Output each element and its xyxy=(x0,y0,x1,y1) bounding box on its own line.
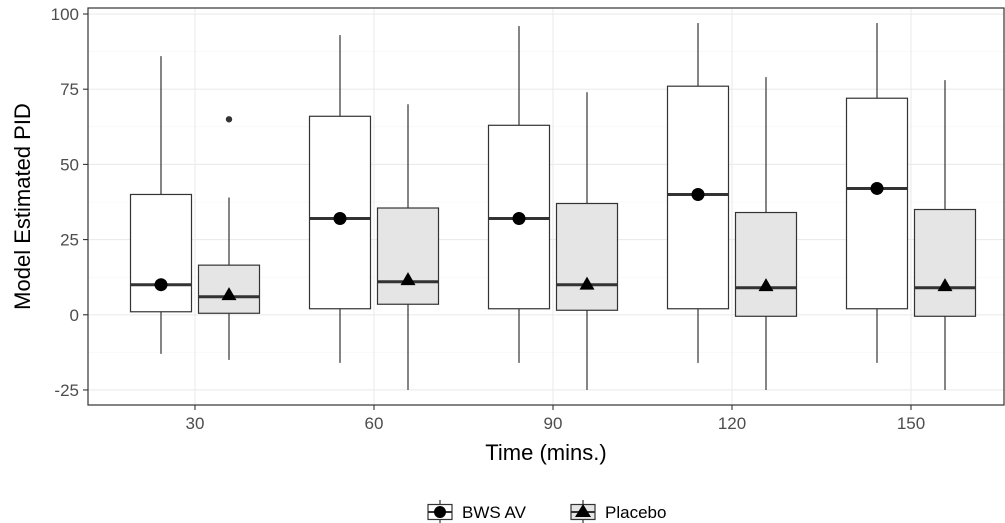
mean-marker-circle xyxy=(512,212,526,226)
grid-lines xyxy=(88,8,1004,405)
mean-marker-circle xyxy=(333,212,347,226)
mean-marker-triangle xyxy=(579,276,595,290)
box-layer xyxy=(129,23,977,390)
box-placebo-150 xyxy=(913,80,977,390)
box-placebo-60 xyxy=(376,104,440,390)
x-tick-label: 150 xyxy=(897,414,925,433)
iqr-box xyxy=(197,264,261,314)
box-bws-av-60 xyxy=(308,35,372,363)
y-tick-label: 75 xyxy=(60,80,79,99)
legend-item-placebo: Placebo xyxy=(570,500,666,523)
legend-item-bws-av: BWS AV xyxy=(427,500,527,523)
legend-key-triangle xyxy=(575,504,591,517)
iqr-box xyxy=(555,202,619,311)
mean-marker-triangle xyxy=(400,272,416,286)
y-axis-title: Model Estimated PID xyxy=(10,103,35,310)
box-placebo-90 xyxy=(555,92,619,390)
legend-label: Placebo xyxy=(605,503,666,522)
x-tick-label: 30 xyxy=(186,414,205,433)
iqr-box xyxy=(129,193,193,313)
legend-label: BWS AV xyxy=(462,503,527,522)
y-tick-label: 50 xyxy=(60,155,79,174)
y-tick-label: 25 xyxy=(60,231,79,250)
mean-marker-circle xyxy=(870,181,884,195)
box-bws-av-150 xyxy=(845,23,909,363)
mean-marker-triangle xyxy=(758,278,774,292)
axis-ticks: -25 0 25 50 75 100 30 60 90 120 150 xyxy=(51,5,926,433)
box-placebo-30 xyxy=(197,116,261,360)
legend-key-circle xyxy=(434,506,446,518)
box-bws-av-90 xyxy=(487,26,551,363)
mean-marker-circle xyxy=(691,187,705,201)
box-bws-av-30 xyxy=(129,56,193,354)
mean-marker-triangle xyxy=(221,287,237,301)
mean-marker-circle xyxy=(154,278,168,292)
x-axis-title: Time (mins.) xyxy=(485,440,606,465)
panel-border xyxy=(87,7,1005,406)
iqr-box xyxy=(734,211,798,317)
iqr-box xyxy=(376,207,440,305)
x-tick-label: 60 xyxy=(365,414,384,433)
y-tick-label: 0 xyxy=(70,306,79,325)
box-placebo-120 xyxy=(734,77,798,390)
y-tick-label: -25 xyxy=(54,381,79,400)
iqr-box xyxy=(845,97,909,310)
mean-marker-triangle xyxy=(937,278,953,292)
iqr-box xyxy=(913,208,977,317)
legend: BWS AV Placebo xyxy=(427,500,666,523)
y-tick-label: 100 xyxy=(51,5,79,24)
x-tick-label: 120 xyxy=(718,414,746,433)
box-bws-av-120 xyxy=(666,23,730,363)
outlier-point xyxy=(225,116,233,123)
x-tick-label: 90 xyxy=(544,414,563,433)
